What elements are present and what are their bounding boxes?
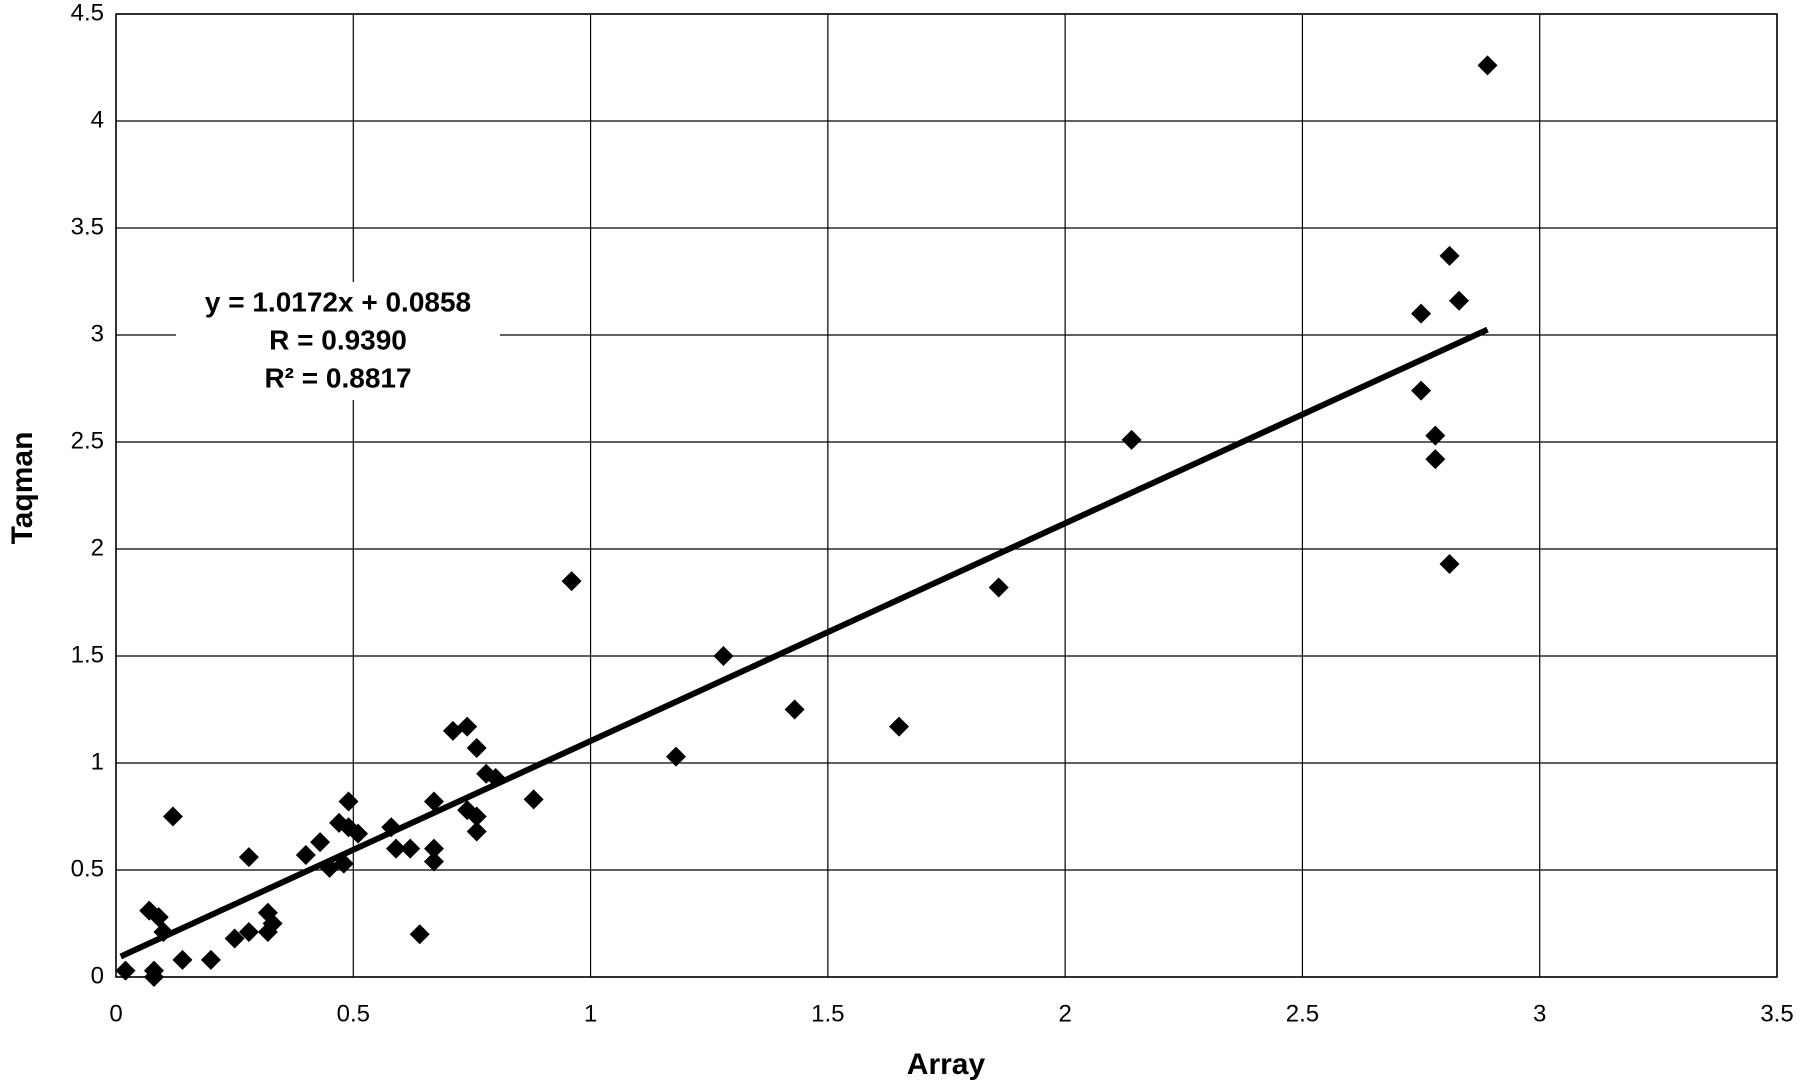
data-point [423,838,444,859]
x-tick-label: 3.5 [1760,1000,1793,1027]
data-point [1425,425,1446,446]
data-point [400,838,421,859]
x-tick-label: 0 [109,1000,122,1027]
x-tick-label: 1.5 [811,1000,844,1027]
x-tick-label: 3 [1533,1000,1546,1027]
data-point [1439,245,1460,266]
data-point [381,817,402,838]
y-tick-label: 4 [91,106,104,133]
annotation-text: R = 0.9390 [269,324,407,355]
y-tick-label: 2 [91,534,104,561]
y-tick-label: 1 [91,748,104,775]
data-point [889,716,910,737]
data-point [338,791,359,812]
plot-border [115,13,1778,978]
data-point [466,738,487,759]
x-tick-label: 0.5 [337,1000,370,1027]
data-point [485,767,506,788]
y-tick-label: 3 [91,320,104,347]
data-point [1121,429,1142,450]
y-tick-label: 0.5 [71,855,104,882]
y-tick-label: 0 [91,962,104,989]
data-point [310,832,331,853]
data-point [143,967,164,987]
data-point [466,806,487,827]
data-point [1411,380,1432,401]
data-point [1477,55,1498,76]
data-point [238,847,259,868]
annotation-box [176,282,500,400]
data-point [238,922,259,943]
y-tick-label: 3.5 [71,213,104,240]
data-point [385,838,406,859]
data-point [784,699,805,720]
data-point [561,571,582,592]
data-point [224,928,245,949]
data-point [713,646,734,666]
data-point [1449,290,1470,311]
data-point [423,851,444,872]
data-point [466,821,487,842]
data-point [333,853,354,874]
x-tick-label: 2.5 [1286,1000,1319,1027]
y-tick-label: 2.5 [71,427,104,454]
data-point [148,907,169,928]
data-point [172,949,193,970]
data-point [1411,303,1432,324]
data-point [423,791,444,812]
y-tick-label: 4.5 [71,0,104,26]
data-point [348,823,369,844]
data-point [409,924,430,945]
x-tick-label: 2 [1058,1000,1071,1027]
data-point [262,913,283,934]
data-point [115,960,136,981]
y-tick-label: 1.5 [71,641,104,668]
data-point [200,949,221,970]
data-point [153,922,174,943]
data-point [988,577,1009,598]
data-point [665,746,686,767]
data-point [523,789,544,810]
annotation-text: R² = 0.8817 [264,362,411,393]
annotation-text: y = 1.0172x + 0.0858 [205,286,471,317]
data-point [295,845,316,866]
data-point [162,806,183,827]
x-axis-title: Array [907,1048,986,1081]
x-tick-label: 1 [584,1000,597,1027]
data-point [1439,553,1460,574]
data-point [1425,449,1446,470]
y-axis-title: Taqman [6,432,39,545]
data-point [457,716,478,737]
trendline [119,326,1489,960]
